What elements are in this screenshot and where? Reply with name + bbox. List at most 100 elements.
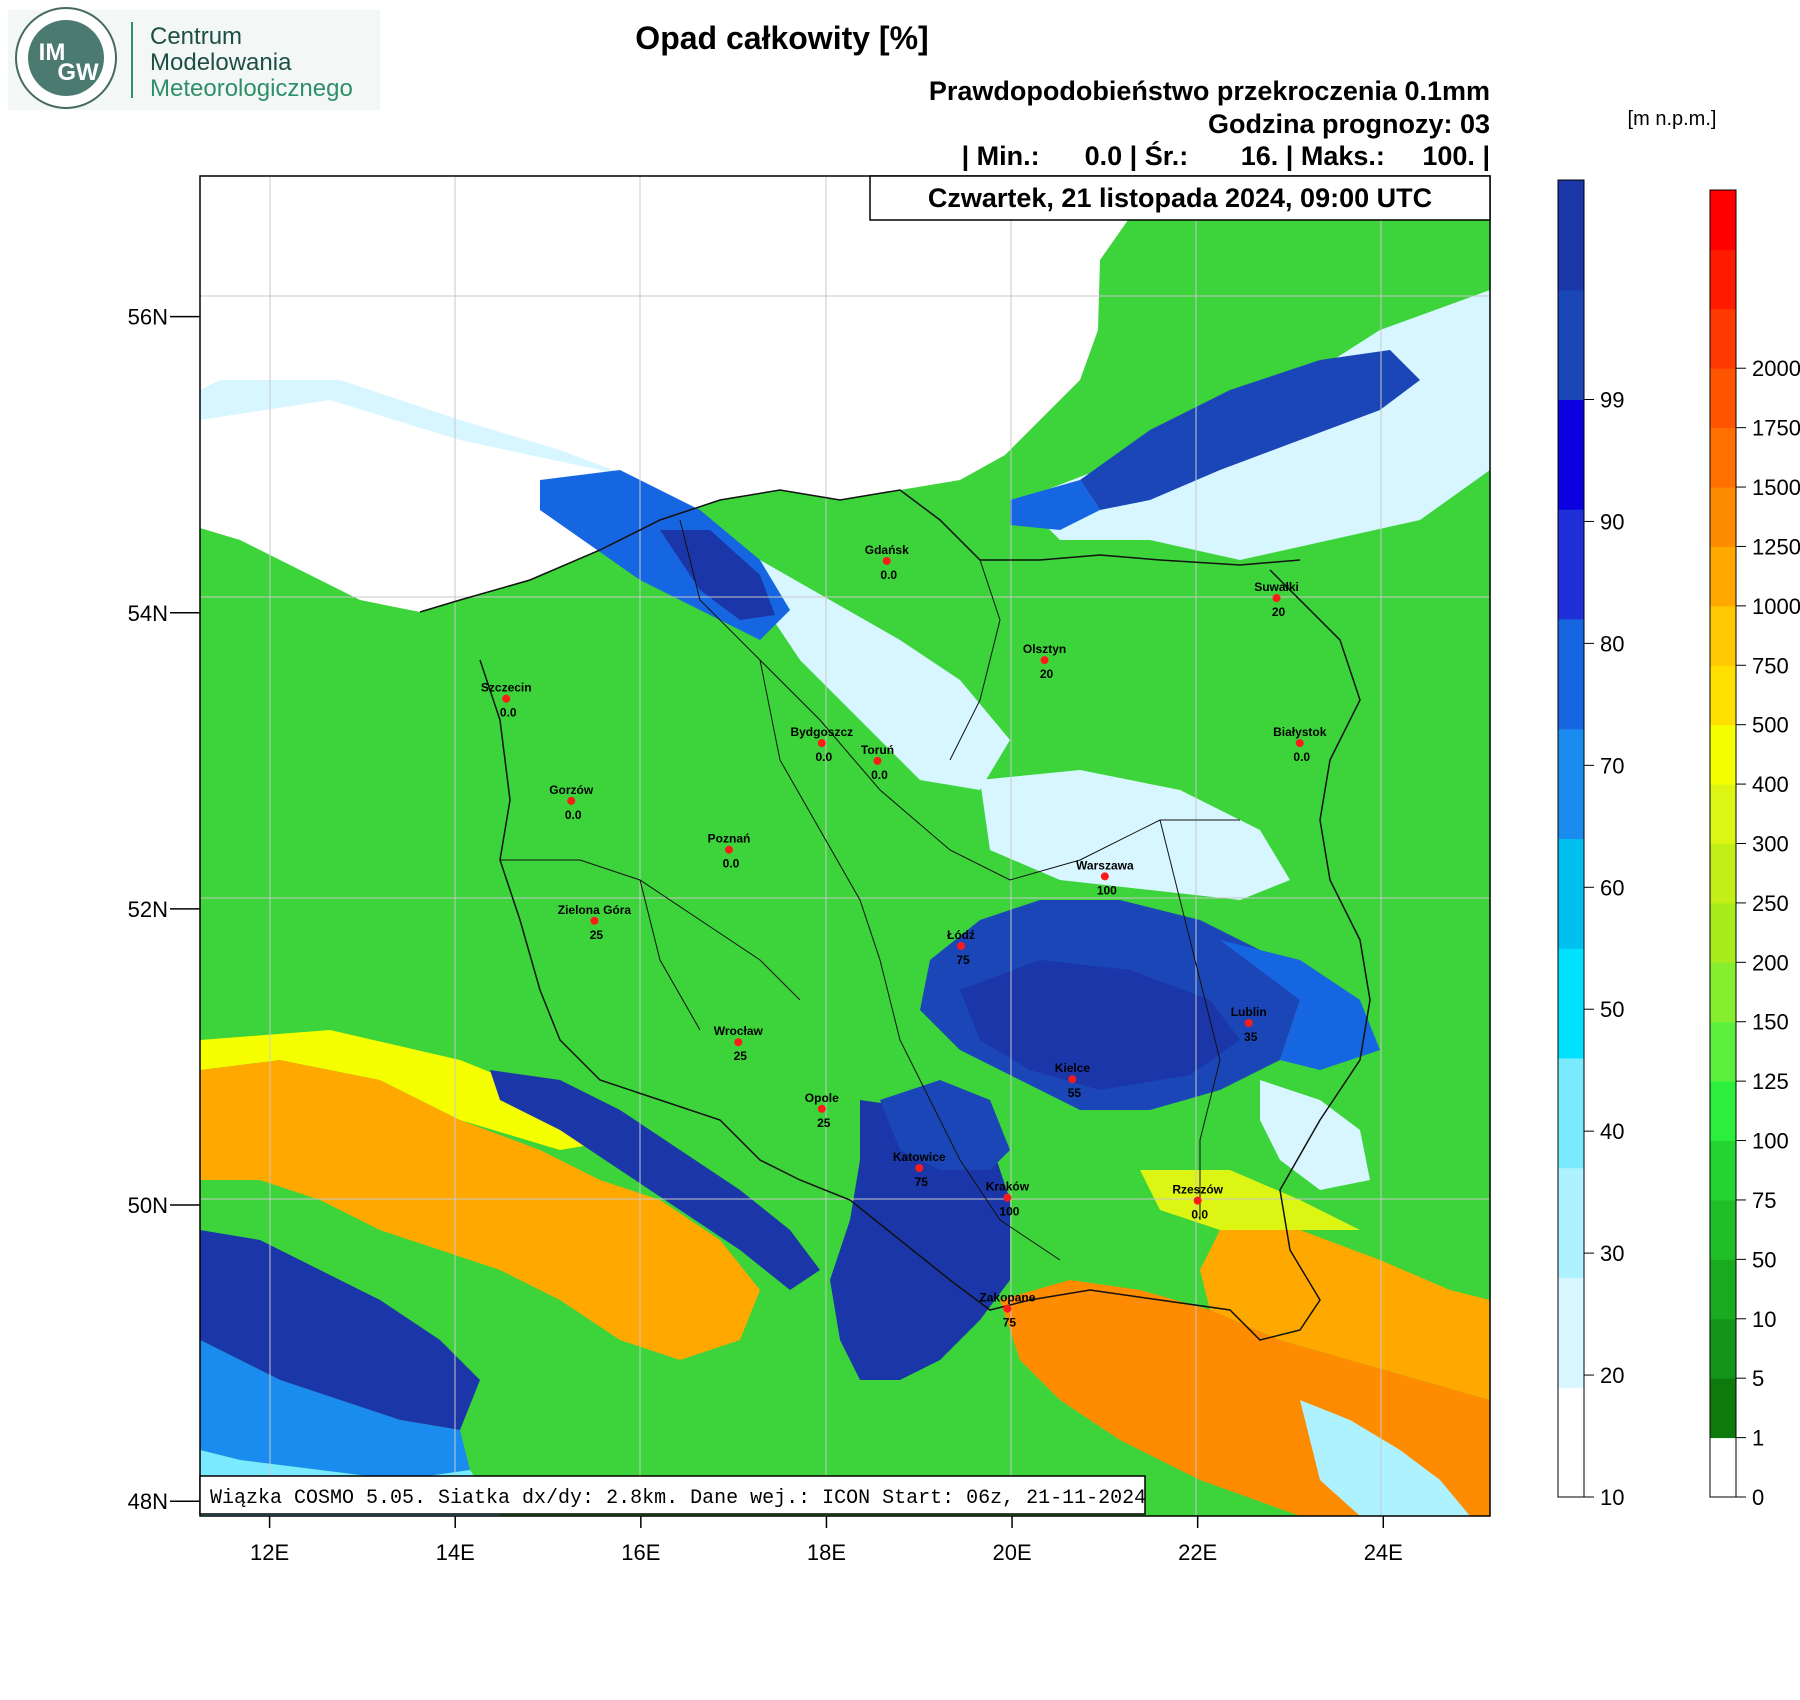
colorbar-unit-label: [m n.p.m.] (1628, 108, 1717, 130)
city-name: Bydgoszcz (790, 725, 853, 739)
height-colorbar-label: 500 (1752, 713, 1789, 738)
city-markers: Gdańsk0.0Suwałki20Olsztyn20Szczecin0.0Bi… (481, 543, 1327, 1330)
height-colorbar-label: 2000 (1752, 356, 1800, 381)
x-tick-label: 14E (436, 1540, 475, 1565)
precip-10-20-east-lublin (1260, 1080, 1370, 1190)
precip-70-90-band-northeast (1080, 350, 1420, 510)
city-value: 55 (1068, 1086, 1082, 1100)
map-frame (199, 175, 1491, 1517)
height-500-750-southwest (200, 1060, 760, 1360)
city-marker: Zielona Góra 25 (558, 903, 632, 942)
city-value: 0.0 (1293, 750, 1310, 764)
height-colorbar-label: 1750 (1752, 416, 1800, 441)
precip-10-30-southeast (1300, 1400, 1470, 1516)
x-axis: 12E 14E 16E 18E 20E 22E 24E (250, 1516, 1403, 1565)
height-colorbar-swatch (1710, 190, 1736, 250)
height-colorbar-label: 1 (1752, 1426, 1764, 1451)
precip-colorbar-label: 90 (1600, 509, 1624, 534)
y-tick-label: 48N (128, 1489, 168, 1514)
height-colorbar-swatch (1710, 784, 1736, 844)
city-name: Białystok (1273, 725, 1327, 739)
city-marker: Poznań 0.0 (708, 832, 751, 871)
valid-date-box: Czwartek, 21 listopada 2024, 09:00 UTC (869, 175, 1491, 221)
precip-light-central-north (980, 770, 1290, 900)
city-dot (1068, 1075, 1077, 1084)
precip-90-band-south (490, 1070, 820, 1290)
city-value: 25 (590, 928, 604, 942)
precip-colorbar-swatch (1558, 1277, 1584, 1388)
height-colorbar-label: 50 (1752, 1247, 1776, 1272)
precip-colorbar-swatch (1558, 1167, 1584, 1278)
precip-colorbar-label: 80 (1600, 631, 1624, 656)
precip-colorbar-label: 99 (1600, 388, 1624, 413)
height-colorbar-label: 750 (1752, 653, 1789, 678)
figure-title: Opad całkowity [%] (635, 20, 928, 56)
city-name: Toruń (861, 743, 894, 757)
height-colorbar-label: 1500 (1752, 475, 1800, 500)
city-marker: Suwałki 20 (1254, 580, 1299, 619)
city-value: 0.0 (565, 808, 582, 822)
height-colorbar-label: 1000 (1752, 594, 1800, 619)
city-value: 100 (1097, 883, 1117, 897)
city-dot (724, 845, 733, 854)
precip-colorbar-label: 70 (1600, 753, 1624, 778)
imgw-logo: IM GW Centrum Modelowania Meteorologiczn… (8, 7, 380, 110)
city-dot (817, 739, 826, 748)
city-value: 75 (915, 1175, 929, 1189)
height-colorbar-label: 125 (1752, 1069, 1789, 1094)
voivodeship-lines (500, 519, 1240, 1261)
height-colorbar-swatch (1710, 1199, 1736, 1260)
precip-colorbar-label: 40 (1600, 1119, 1624, 1144)
height-colorbar-label: 250 (1752, 891, 1789, 916)
city-name: Warszawa (1076, 858, 1134, 872)
city-marker: Gorzów 0.0 (549, 783, 594, 822)
height-300-southwest (200, 1030, 620, 1150)
city-value: 0.0 (815, 750, 832, 764)
y-tick-label: 50N (128, 1193, 168, 1218)
precip-colorbar-swatch (1558, 838, 1584, 949)
precip-colorbar-swatch (1558, 1058, 1584, 1169)
precip-colorbar-swatch (1558, 289, 1584, 400)
height-colorbar-label: 300 (1752, 832, 1789, 857)
city-marker: Szczecin 0.0 (481, 681, 532, 720)
precip-colorbar-swatch (1558, 399, 1584, 510)
height-colorbar-swatch (1710, 962, 1736, 1023)
precip-70-band-malopolska (880, 1080, 1010, 1170)
height-colorbar-swatch (1710, 546, 1736, 607)
precip-colorbar-swatch (1558, 1387, 1584, 1498)
height-colorbar-label: 5 (1752, 1366, 1764, 1391)
precip-70-90-east (1220, 940, 1380, 1070)
city-name: Katowice (893, 1150, 946, 1164)
city-name: Rzeszów (1172, 1183, 1223, 1197)
figure-stats: | Min.: 0.0 | Śr.: 16. | Maks.: 100. | (962, 140, 1490, 171)
city-marker: Toruń 0.0 (861, 743, 894, 782)
city-dot (915, 1164, 924, 1173)
poland-border (479, 569, 1371, 1341)
city-name: Opole (805, 1091, 839, 1105)
terrain-height-colorbar: 2000175015001250100075050040030025020015… (1709, 189, 1800, 1510)
city-name: Zakopane (979, 1291, 1035, 1305)
city-value: 0.0 (880, 568, 897, 582)
x-tick-label: 24E (1364, 1540, 1403, 1565)
y-tick-label: 52N (128, 897, 168, 922)
height-300-east (1140, 1170, 1360, 1230)
city-value: 75 (1003, 1316, 1017, 1330)
height-colorbar-swatch (1710, 1437, 1736, 1498)
city-name: Szczecin (481, 681, 532, 695)
city-name: Suwałki (1254, 580, 1299, 594)
city-value: 20 (1272, 605, 1286, 619)
city-marker: Kielce 55 (1055, 1061, 1091, 1100)
precip-colorbar-label: 50 (1600, 997, 1624, 1022)
height-colorbar-swatch (1710, 665, 1736, 726)
city-value: 25 (734, 1049, 748, 1063)
city-dot (957, 941, 966, 950)
height-colorbar-label: 400 (1752, 772, 1789, 797)
precip-colorbar-swatch (1558, 948, 1584, 1059)
city-dot (1272, 593, 1281, 602)
city-name: Lublin (1231, 1005, 1267, 1019)
height-colorbar-swatch (1710, 1318, 1736, 1379)
city-value: 75 (956, 953, 970, 967)
city-name: Gorzów (549, 783, 594, 797)
city-value: 0.0 (1191, 1208, 1208, 1222)
